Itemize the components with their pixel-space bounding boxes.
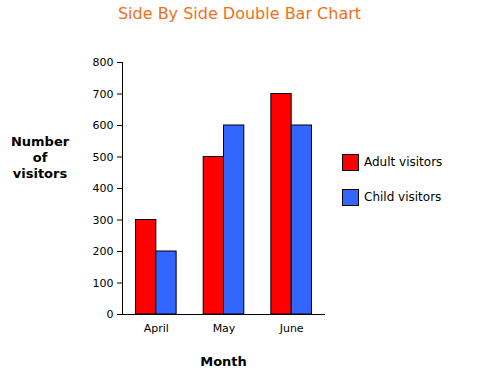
svg-text:0: 0: [107, 308, 114, 321]
svg-text:800: 800: [93, 56, 114, 69]
html-text:of: of: [32, 150, 48, 165]
svg-text:200: 200: [93, 245, 114, 258]
html-text:visitors: visitors: [12, 166, 68, 181]
svg-text:April: April: [144, 322, 169, 335]
svg-text:600: 600: [93, 119, 114, 132]
html-text:Number: Number: [10, 134, 70, 149]
svg-text:700: 700: [93, 88, 114, 101]
svg-text:100: 100: [93, 277, 114, 290]
svg-text:June: June: [279, 322, 304, 335]
svg-text:May: May: [213, 322, 236, 335]
svg-text:300: 300: [93, 214, 114, 227]
html-text:Child visitors: Child visitors: [364, 190, 442, 204]
svg-text:400: 400: [93, 182, 114, 195]
svg-text:500: 500: [93, 151, 114, 164]
html-text:Month: Month: [200, 354, 247, 369]
html-text:Adult visitors: Adult visitors: [364, 155, 443, 169]
html-text:Side By Side Double Bar Chart: Side By Side Double Bar Chart: [117, 4, 361, 23]
